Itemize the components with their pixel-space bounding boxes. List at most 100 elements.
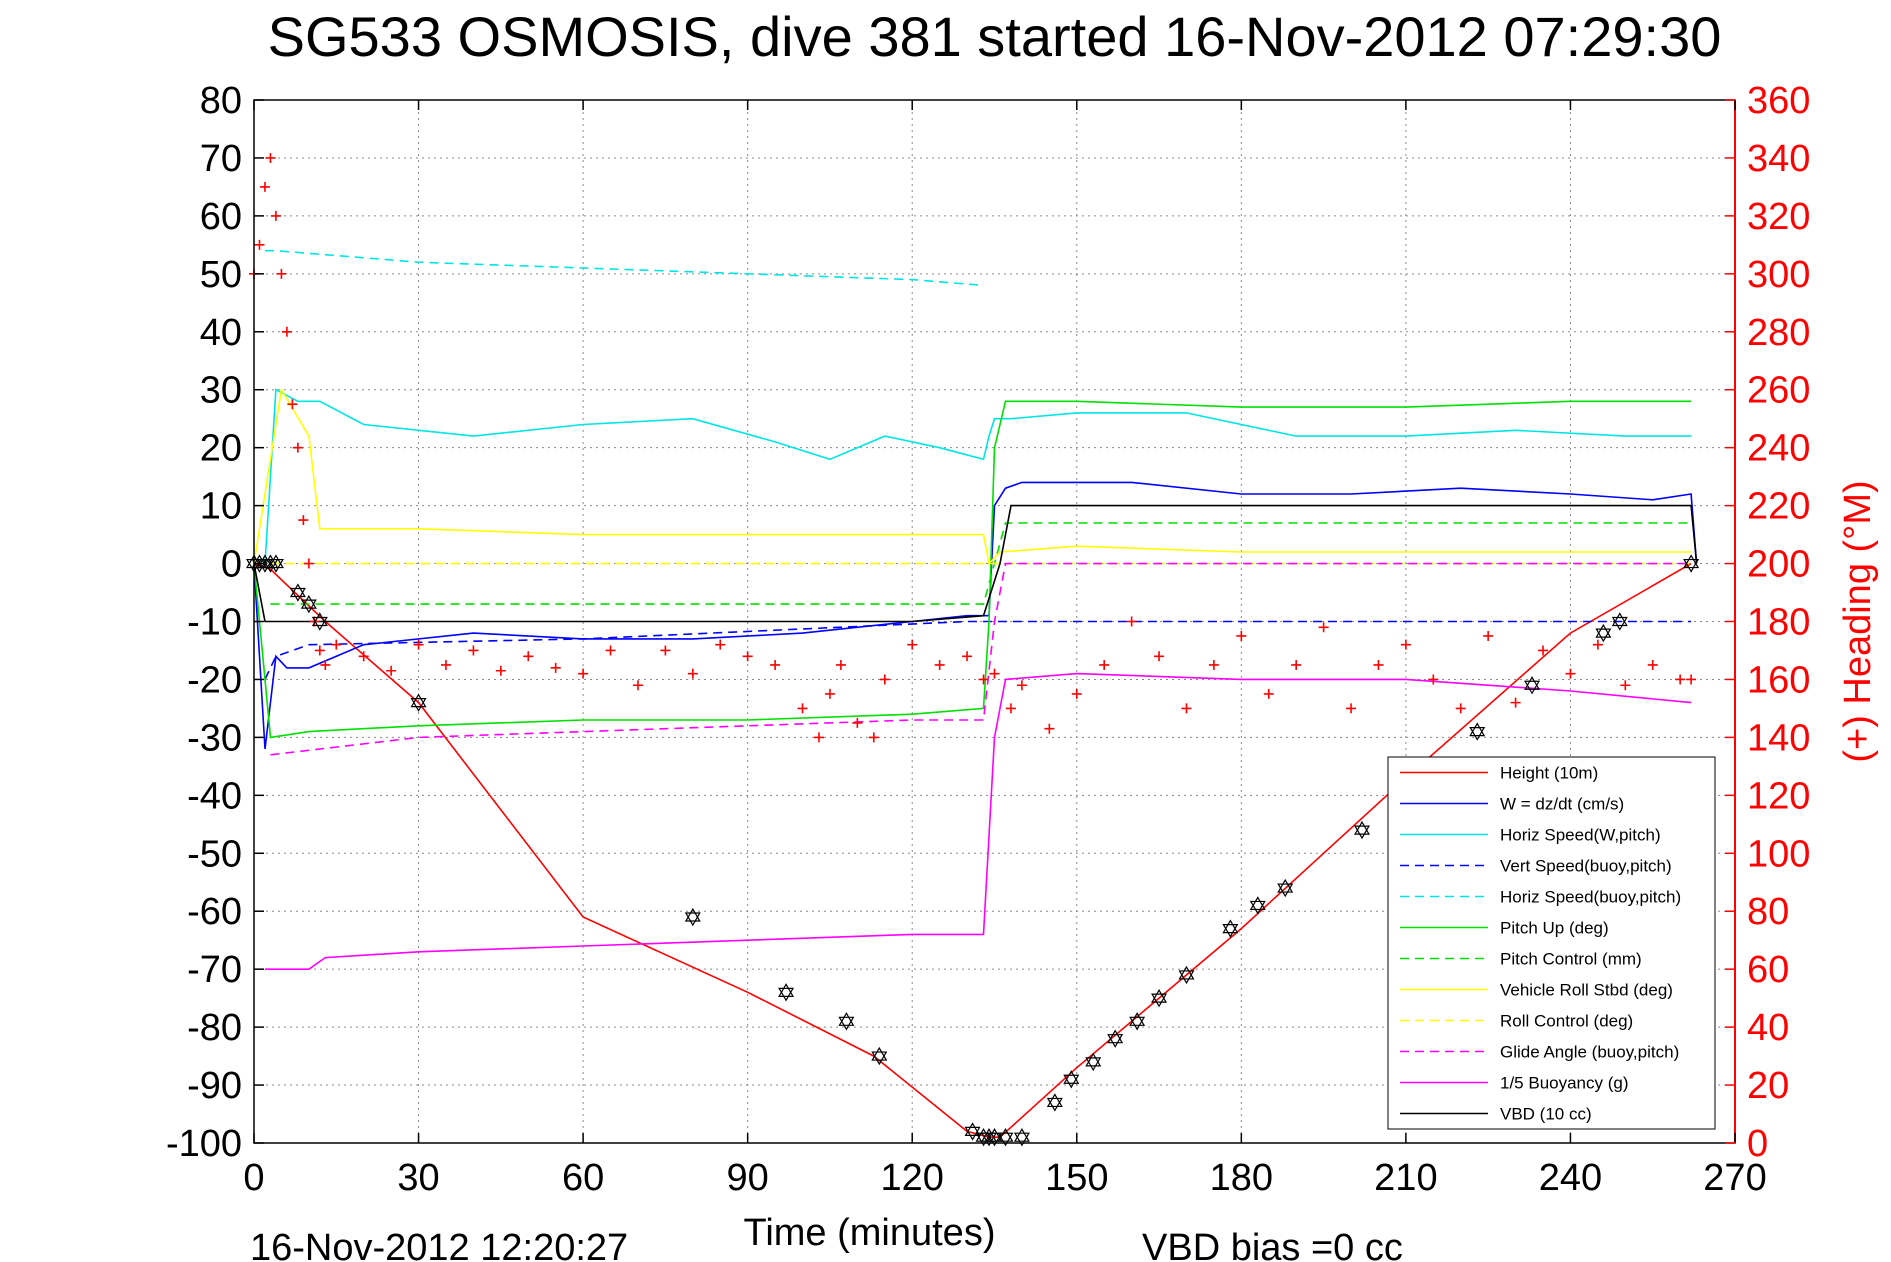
legend-label-2: Horiz Speed(W,pitch): [1500, 826, 1661, 845]
y-tick-label: -100: [166, 1123, 242, 1165]
dive-marker: [289, 583, 306, 602]
heading-point: [770, 659, 781, 670]
y2-tick-label: 140: [1747, 717, 1810, 759]
heading-point: [1263, 688, 1274, 699]
x-tick-label: 150: [1045, 1157, 1108, 1199]
heading-point: [1373, 659, 1384, 670]
dive-marker: [267, 554, 284, 573]
dive-marker: [1249, 896, 1266, 915]
series-line-9: [270, 562, 1692, 756]
y2-tick-label: 20: [1747, 1065, 1789, 1107]
legend-label-5: Pitch Up (deg): [1500, 919, 1609, 938]
dive-marker: [410, 693, 427, 712]
heading-point: [868, 732, 879, 743]
series-group: [253, 249, 1698, 1138]
heading-point: [314, 645, 325, 656]
y-tick-label: -10: [187, 602, 242, 644]
heading-point: [1181, 703, 1192, 714]
heading-point: [978, 674, 989, 685]
chart-title: SG533 OSMOSIS, dive 381 started 16-Nov-2…: [268, 5, 1722, 68]
heading-point: [320, 659, 331, 670]
heading-point: [813, 732, 824, 743]
legend-label-0: Height (10m): [1500, 764, 1598, 783]
y-tick-label: -30: [187, 717, 242, 759]
dive-marker: [684, 907, 701, 927]
legend-box: [1387, 756, 1716, 1130]
y-tick-label: 80: [200, 80, 242, 122]
y-tick-label: -20: [187, 659, 242, 701]
dive-marker: [986, 1128, 1003, 1147]
dive-markers: [245, 554, 1700, 1147]
dive-marker: [778, 983, 795, 1002]
heading-point: [1565, 668, 1576, 679]
x-tick-label: 90: [727, 1157, 769, 1199]
y2-tick-label: 260: [1747, 370, 1810, 412]
heading-point: [907, 639, 918, 650]
dive-marker: [311, 612, 328, 631]
heading-point: [440, 659, 451, 670]
legend-label-7: Vehicle Roll Stbd (deg): [1500, 981, 1673, 1000]
heading-point: [550, 662, 561, 673]
heading-point: [292, 442, 303, 453]
y2-tick-label: 100: [1747, 833, 1810, 875]
y2-tick-label: 0: [1747, 1123, 1768, 1165]
legend-label-3: Vert Speed(buoy,pitch): [1500, 857, 1672, 876]
legend-label-10: 1/5 Buoyancy (g): [1500, 1074, 1629, 1093]
y2-tick-label: 60: [1747, 949, 1789, 991]
heading-point: [276, 268, 287, 279]
x-axis-ticks: 0 30 60 90 120 150 180 210 240 270: [243, 100, 1767, 1199]
dive-marker: [1611, 612, 1628, 631]
dive-marker: [871, 1046, 888, 1066]
legend-label-1: W = dz/dt (cm/s): [1500, 795, 1624, 814]
y2-tick-label: 120: [1747, 775, 1810, 817]
y2-axis-ticks: 3603403203002802602402202001801601401201…: [1725, 80, 1810, 1165]
y-tick-label: 40: [200, 312, 242, 354]
dive-marker: [1151, 988, 1168, 1008]
y2-tick-label: 220: [1747, 486, 1810, 528]
heading-point: [1071, 688, 1082, 699]
heading-point: [578, 668, 589, 679]
heading-point: [270, 210, 281, 221]
legend-label-9: Glide Angle (buoy,pitch): [1500, 1043, 1679, 1062]
heading-point: [1208, 659, 1219, 670]
series-line-7: [253, 387, 1692, 566]
y2-tick-label: 340: [1747, 138, 1810, 180]
heading-point: [468, 645, 479, 656]
heading-point: [1686, 674, 1697, 685]
heading-point: [742, 651, 753, 662]
series-line-2: [264, 388, 1692, 564]
dive-marker: [1129, 1012, 1146, 1031]
heading-point: [386, 665, 397, 676]
heading-point: [298, 515, 309, 526]
heading-point: [1318, 622, 1329, 633]
heading-point: [934, 659, 945, 670]
heading-point: [715, 639, 726, 650]
heading-point: [660, 645, 671, 656]
legend-label-6: Pitch Control (mm): [1500, 950, 1642, 969]
heading-point: [962, 651, 973, 662]
plot-area: [245, 152, 1700, 1147]
y-axis-ticks: 80 70 60 50 40 30 20 10 0 -10 -20 -30 -40 -50 -60 -70 -8…: [166, 80, 264, 1165]
dive-marker: [1524, 676, 1541, 695]
x-tick-label: 240: [1539, 1157, 1602, 1199]
x-tick-label: 180: [1210, 1157, 1273, 1199]
y-tick-label: 30: [200, 370, 242, 412]
y2-tick-label: 240: [1747, 428, 1810, 470]
heading-marks: [249, 152, 1697, 743]
y2-tick-label: 160: [1747, 659, 1810, 701]
dive-marker: [1683, 554, 1700, 573]
heading-point: [254, 239, 265, 250]
heading-point: [287, 399, 298, 410]
x-axis-label: Time (minutes): [744, 1212, 996, 1254]
series-line-3: [264, 620, 1692, 680]
heading-point: [632, 680, 643, 691]
dive-marker: [1354, 820, 1371, 840]
y2-tick-label: 200: [1747, 544, 1810, 586]
heading-point: [309, 616, 320, 627]
y2-tick-label: 80: [1747, 891, 1789, 933]
dive-marker: [1085, 1052, 1102, 1072]
x-tick-label: 60: [562, 1157, 604, 1199]
heading-point: [1005, 703, 1016, 714]
y2-axis-label: (+) Heading (°M): [1837, 480, 1879, 762]
